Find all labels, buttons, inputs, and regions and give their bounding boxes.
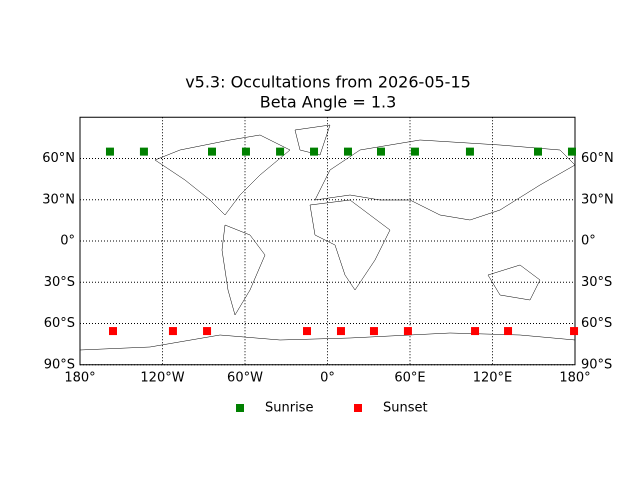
y-tick-label-right: 30°S bbox=[581, 275, 612, 290]
chart-subtitle: Beta Angle = 1.3 bbox=[260, 93, 397, 112]
legend-marker bbox=[354, 404, 362, 412]
marker bbox=[203, 327, 212, 336]
x-tick-label: 120°E bbox=[473, 370, 513, 385]
marker bbox=[168, 327, 177, 336]
y-tick-label: 30°N bbox=[42, 192, 75, 207]
marker bbox=[534, 147, 543, 156]
marker bbox=[343, 147, 352, 156]
x-tick-label: 180° bbox=[559, 370, 590, 385]
marker bbox=[465, 147, 474, 156]
marker bbox=[504, 327, 513, 336]
legend-label: Sunset bbox=[383, 401, 428, 416]
y-tick-label-right: 30°N bbox=[581, 192, 614, 207]
x-tick-label: 60°E bbox=[394, 370, 425, 385]
marker bbox=[109, 327, 117, 336]
y-tick-label: 60°S bbox=[44, 316, 75, 331]
marker bbox=[570, 327, 579, 336]
y-tick-label: 30°S bbox=[44, 275, 75, 290]
marker bbox=[105, 147, 114, 156]
x-tick-label: 120°W bbox=[140, 370, 184, 385]
y-tick-label-right: 60°S bbox=[581, 316, 612, 331]
y-tick-label-right: 90°S bbox=[581, 357, 612, 372]
x-tick-label: 180° bbox=[64, 370, 95, 385]
chart-title: v5.3: Occultations from 2026-05-15 bbox=[185, 73, 471, 92]
marker bbox=[369, 327, 378, 336]
marker bbox=[336, 327, 345, 336]
x-tick-label: 0° bbox=[320, 370, 335, 385]
marker bbox=[139, 147, 148, 156]
marker bbox=[410, 147, 419, 156]
marker bbox=[241, 147, 250, 156]
marker bbox=[310, 147, 319, 156]
legend-marker bbox=[236, 404, 244, 412]
marker bbox=[567, 147, 576, 156]
marker bbox=[471, 327, 480, 336]
y-tick-label: 0° bbox=[60, 234, 75, 249]
y-tick-label: 90°S bbox=[44, 357, 75, 372]
marker bbox=[276, 147, 285, 156]
marker bbox=[403, 327, 412, 336]
x-tick-label: 60°W bbox=[227, 370, 263, 385]
y-tick-label-right: 0° bbox=[581, 234, 596, 249]
marker bbox=[303, 327, 312, 336]
y-tick-label: 60°N bbox=[42, 151, 75, 166]
marker bbox=[376, 147, 385, 156]
legend-label: Sunrise bbox=[265, 401, 313, 416]
marker bbox=[208, 147, 216, 156]
y-tick-label-right: 60°N bbox=[581, 151, 614, 166]
